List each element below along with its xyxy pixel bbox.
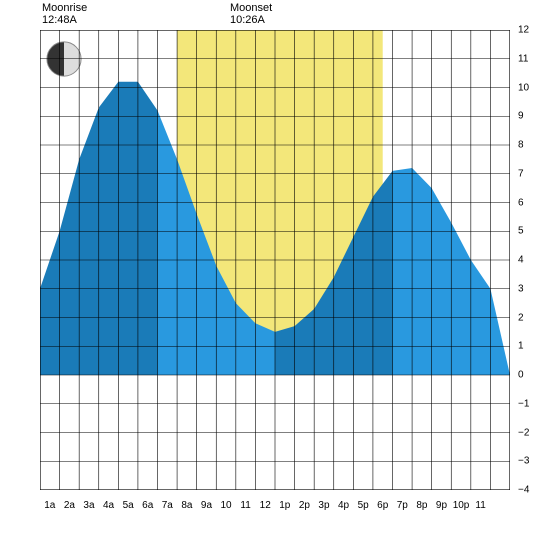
y-tick-label: −2 bbox=[518, 427, 529, 438]
x-tick-label: 6p bbox=[377, 500, 388, 511]
x-tick-label: 1p bbox=[279, 500, 290, 511]
x-tick-label: 4a bbox=[103, 500, 114, 511]
y-tick-label: 9 bbox=[518, 111, 524, 122]
y-tick-label: 6 bbox=[518, 197, 524, 208]
tide-chart: Moonrise 12:48A Moonset 10:26A 1a 2a 3a 4a 5… bbox=[0, 0, 550, 550]
x-tick-label: 6a bbox=[142, 500, 153, 511]
y-tick-label: 10 bbox=[518, 82, 529, 93]
moonset-title: Moonset bbox=[230, 2, 272, 14]
x-tick-label: 3p bbox=[318, 500, 329, 511]
y-tick-label: 8 bbox=[518, 140, 524, 151]
x-tick-label: 5a bbox=[123, 500, 134, 511]
x-tick-label: 9p bbox=[436, 500, 447, 511]
y-tick-label: 7 bbox=[518, 168, 524, 179]
x-tick-label: 5p bbox=[358, 500, 369, 511]
plot-area bbox=[40, 30, 510, 490]
x-tick-label: 2p bbox=[299, 500, 310, 511]
y-tick-label: 5 bbox=[518, 226, 524, 237]
y-tick-label: 0 bbox=[518, 370, 524, 381]
y-tick-label: 1 bbox=[518, 341, 524, 352]
x-tick-label: 3a bbox=[83, 500, 94, 511]
y-tick-label: −4 bbox=[518, 485, 529, 496]
moonset-time: 10:26A bbox=[230, 14, 272, 26]
x-tick-label: 11 bbox=[475, 500, 485, 511]
y-tick-label: 2 bbox=[518, 312, 524, 323]
x-tick-label: 4p bbox=[338, 500, 349, 511]
x-tick-label: 8p bbox=[416, 500, 427, 511]
x-tick-label: 2a bbox=[64, 500, 75, 511]
x-tick-label: 9a bbox=[201, 500, 212, 511]
y-tick-label: 4 bbox=[518, 255, 524, 266]
x-tick-label: 7p bbox=[397, 500, 408, 511]
x-tick-label: 10p bbox=[453, 500, 470, 511]
x-tick-label: 1a bbox=[44, 500, 55, 511]
moonrise-time: 12:48A bbox=[42, 14, 87, 26]
moonset-label: Moonset 10:26A bbox=[230, 2, 272, 26]
y-tick-label: −1 bbox=[518, 398, 529, 409]
x-tick-label: 11 bbox=[240, 500, 250, 511]
moonrise-label: Moonrise 12:48A bbox=[42, 2, 87, 26]
y-tick-label: −3 bbox=[518, 456, 529, 467]
y-tick-label: 12 bbox=[518, 25, 529, 36]
y-tick-label: 11 bbox=[518, 53, 528, 64]
x-tick-label: 8a bbox=[181, 500, 192, 511]
y-tick-label: 3 bbox=[518, 283, 524, 294]
x-tick-label: 12 bbox=[260, 500, 271, 511]
moonrise-title: Moonrise bbox=[42, 2, 87, 14]
x-tick-label: 10 bbox=[220, 500, 231, 511]
x-tick-label: 7a bbox=[162, 500, 173, 511]
